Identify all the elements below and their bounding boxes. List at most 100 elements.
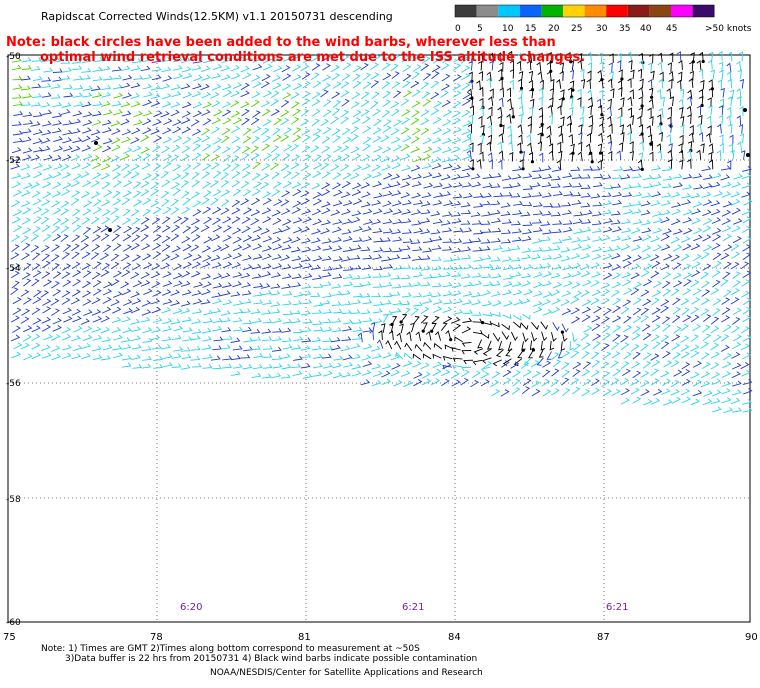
wind-barb (577, 88, 582, 99)
wind-barb (689, 61, 694, 72)
wind-barb (411, 181, 422, 188)
wind-barb (670, 360, 680, 368)
wind-barb (667, 149, 673, 160)
wind-barb (31, 190, 41, 198)
wind-barb (213, 336, 224, 342)
wind-barb (361, 163, 371, 171)
wind-barb (481, 357, 492, 364)
wind-barb (262, 119, 272, 127)
wind-barb (638, 52, 644, 63)
wind-barb (688, 78, 694, 88)
wind-barb (729, 89, 735, 100)
wind-barb (311, 63, 321, 71)
wind-barb (622, 202, 633, 208)
wind-barb (422, 172, 433, 179)
wind-barb (230, 337, 241, 343)
contamination-circle (531, 348, 536, 352)
wind-barb (557, 141, 562, 152)
wind-barb (210, 91, 220, 99)
wind-barb (443, 265, 453, 270)
wind-barb (362, 254, 373, 260)
wind-barb (372, 254, 383, 260)
wind-barb (442, 146, 452, 154)
wind-barb (11, 147, 22, 154)
wind-barb (360, 293, 371, 298)
wind-barb (371, 164, 381, 172)
wind-barb (102, 138, 113, 145)
wind-barb (232, 227, 242, 235)
wind-barb (681, 396, 691, 404)
wind-barb (232, 188, 242, 197)
wind-barb (402, 73, 412, 82)
wind-barb (390, 128, 400, 136)
wind-barb (740, 326, 750, 334)
wind-barb (462, 91, 472, 100)
wind-barb (341, 218, 352, 225)
wind-barb (707, 97, 712, 108)
wind-barb (131, 298, 142, 305)
wind-barb (401, 254, 412, 260)
wind-barb (503, 274, 514, 280)
wind-barb (443, 109, 453, 117)
wind-barb (731, 351, 741, 359)
wind-barb (102, 288, 113, 296)
wind-barb (581, 219, 592, 224)
wind-barb (468, 79, 474, 90)
wind-barb (493, 192, 504, 198)
wind-barb (302, 273, 313, 279)
wind-barb (80, 75, 91, 80)
wind-barb (402, 64, 412, 72)
wind-barb (362, 126, 372, 134)
wind-barb (651, 324, 661, 332)
wind-barb (562, 220, 573, 225)
wind-barb (222, 83, 232, 91)
wind-barb (663, 360, 673, 368)
wind-barb (641, 324, 651, 332)
wind-barb (550, 78, 555, 89)
wind-barb (22, 334, 32, 342)
wind-barb (382, 200, 392, 207)
contamination-circle (521, 167, 525, 171)
wind-barb (202, 101, 212, 109)
wind-barb (700, 380, 711, 388)
wind-barb (130, 171, 140, 179)
contamination-circle (600, 113, 604, 117)
wind-barb (61, 102, 72, 108)
wind-barb (571, 281, 581, 289)
wind-barb (52, 120, 62, 126)
wind-barb (560, 116, 565, 127)
wind-barb (151, 306, 162, 314)
wind-barb (420, 306, 430, 314)
wind-barb (301, 337, 312, 343)
wind-barb (570, 296, 580, 304)
wind-barb (561, 377, 570, 386)
wind-barb (406, 331, 412, 342)
wind-barb (350, 146, 360, 154)
wind-barb (212, 262, 222, 269)
wind-barb (101, 336, 111, 343)
wind-barb (252, 126, 262, 134)
wind-barb (311, 182, 321, 190)
wind-barb (451, 164, 462, 171)
contamination-circle (640, 167, 644, 171)
wind-barb (731, 225, 741, 233)
wind-barb (90, 216, 100, 225)
wind-barb (410, 165, 421, 172)
wind-barb (191, 290, 202, 296)
wind-barb (511, 236, 522, 242)
wind-barb (202, 206, 212, 214)
wind-barb (717, 123, 722, 134)
wind-barb (421, 153, 431, 161)
wind-barb (142, 355, 152, 361)
wind-barb (42, 260, 51, 269)
wind-barb (52, 234, 62, 242)
wind-barb (702, 244, 713, 252)
wind-barb (31, 307, 41, 315)
wind-barb (241, 108, 250, 117)
wind-barb (141, 56, 151, 63)
wind-barb (400, 245, 411, 251)
wind-barb (241, 152, 250, 161)
wind-barb (541, 298, 551, 306)
wind-barb (727, 78, 733, 89)
wind-barb (591, 359, 601, 368)
